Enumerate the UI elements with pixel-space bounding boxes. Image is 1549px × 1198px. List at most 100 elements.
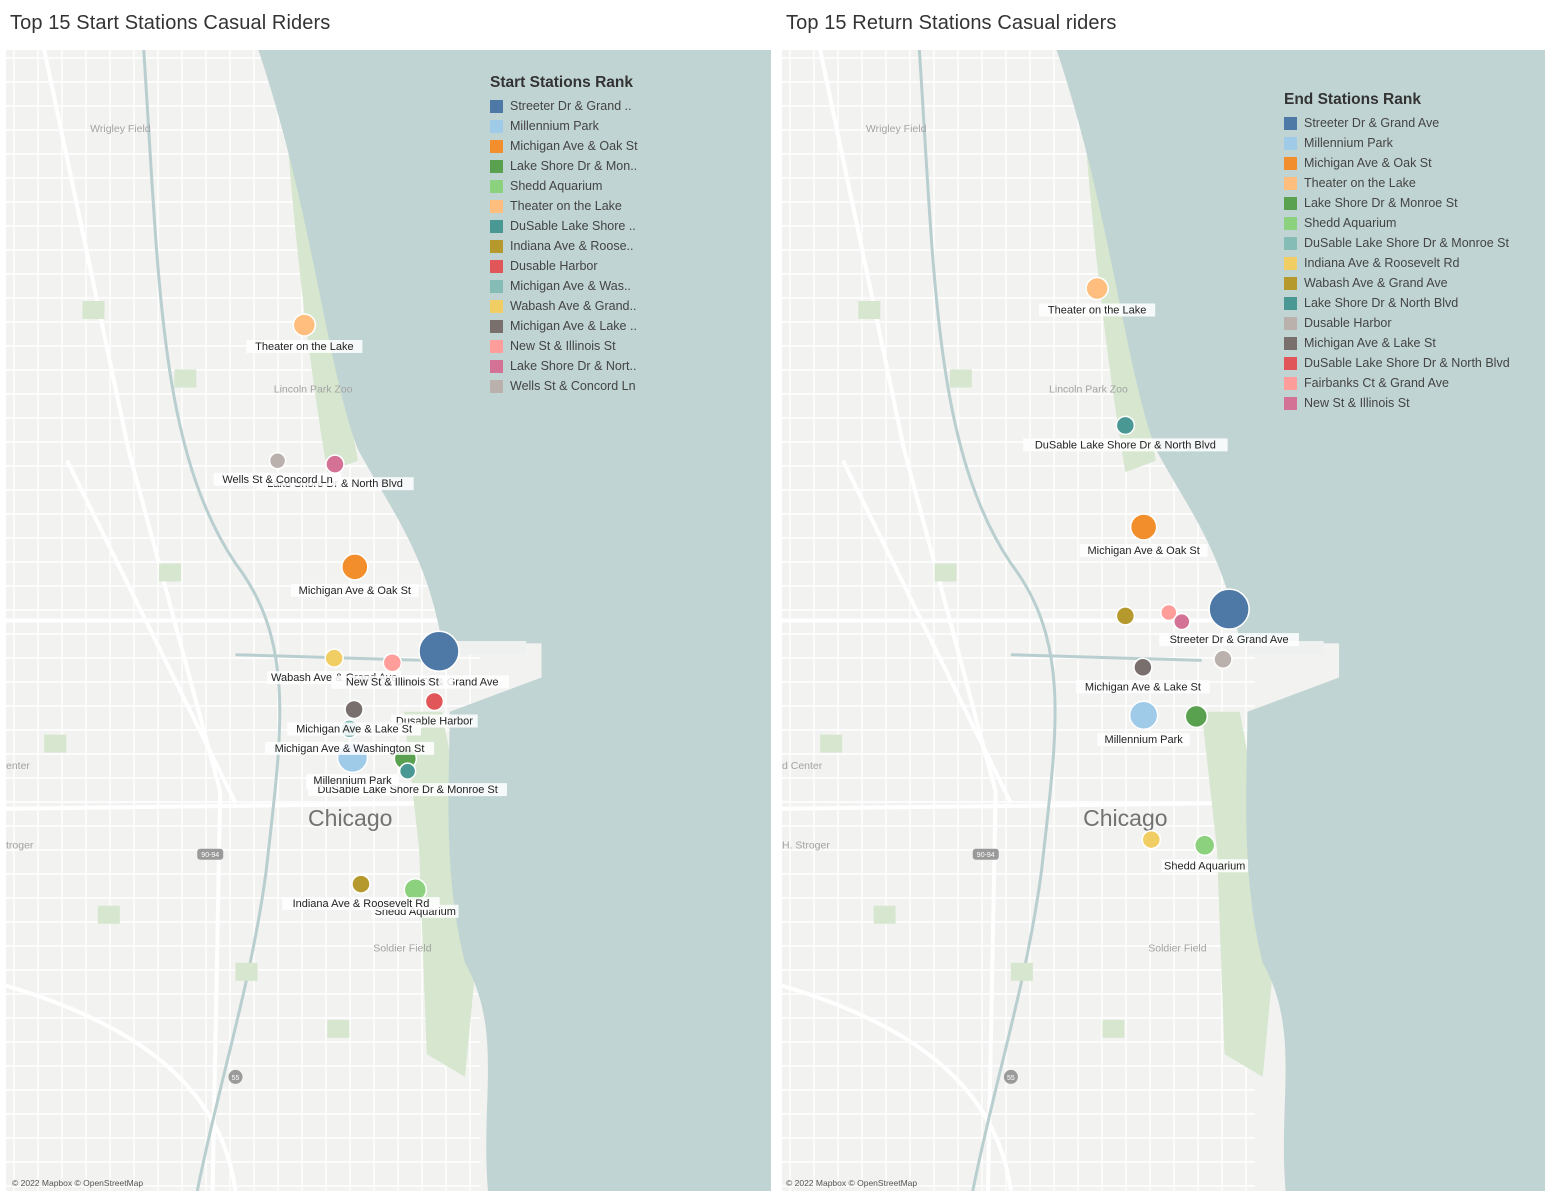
highway-shield: 55 bbox=[228, 1069, 243, 1084]
legend-item[interactable]: Lake Shore Dr & Mon.. bbox=[490, 156, 638, 176]
station-marker[interactable] bbox=[1213, 649, 1233, 670]
station-label: Michigan Ave & Lake St bbox=[1085, 681, 1201, 693]
station-marker[interactable] bbox=[1141, 829, 1162, 850]
label-bg bbox=[1159, 633, 1299, 647]
legend-item[interactable]: Lake Shore Dr & Nort.. bbox=[490, 356, 638, 376]
legend-item[interactable]: Wells St & Concord Ln bbox=[490, 376, 638, 396]
legend-swatch bbox=[1284, 136, 1297, 150]
station-marker[interactable] bbox=[418, 630, 460, 673]
legend-item[interactable]: Shedd Aquarium bbox=[1284, 213, 1510, 233]
station-marker[interactable] bbox=[1128, 700, 1159, 730]
place-label: Wrigley Field bbox=[866, 123, 927, 135]
legend-item[interactable]: Indiana Ave & Roosevelt Rd bbox=[1284, 253, 1510, 273]
return-stations-panel: Top 15 Return Stations Casual riders 90-… bbox=[776, 0, 1549, 1198]
station-marker[interactable] bbox=[1184, 704, 1209, 729]
legend-label: Wabash Ave & Grand Ave bbox=[1304, 276, 1448, 290]
label-bg bbox=[287, 722, 421, 736]
legend-label: Lake Shore Dr & Monroe St bbox=[1304, 196, 1458, 210]
legend-item[interactable]: Lake Shore Dr & North Blvd bbox=[1284, 293, 1510, 313]
legend-label: Shedd Aquarium bbox=[510, 179, 603, 193]
legend-item[interactable]: New St & Illinois St bbox=[1284, 393, 1510, 413]
station-marker[interactable] bbox=[1160, 603, 1178, 622]
legend-title: Start Stations Rank bbox=[490, 74, 633, 91]
station-marker[interactable] bbox=[1208, 588, 1250, 630]
station-marker[interactable] bbox=[1133, 657, 1153, 678]
station-label: Theater on the Lake bbox=[255, 341, 353, 353]
station-marker[interactable] bbox=[1173, 612, 1191, 631]
station-label: Michigan Ave & Washington St bbox=[275, 743, 425, 755]
legend-item[interactable]: Dusable Harbor bbox=[490, 256, 638, 276]
station-label: Wells St & Concord Ln bbox=[222, 474, 332, 486]
legend-item[interactable]: Lake Shore Dr & Monroe St bbox=[1284, 193, 1510, 213]
legend-item[interactable]: Michigan Ave & Was.. bbox=[490, 276, 638, 296]
legend-item[interactable]: Millennium Park bbox=[1284, 133, 1510, 153]
map-attribution[interactable]: © 2022 Mapbox © OpenStreetMap bbox=[12, 1178, 144, 1188]
legend-item[interactable]: Shedd Aquarium bbox=[490, 176, 638, 196]
station-marker[interactable] bbox=[325, 454, 345, 474]
legend-label: Dusable Harbor bbox=[1304, 316, 1392, 330]
legend-item[interactable]: Indiana Ave & Roose.. bbox=[490, 236, 638, 256]
station-marker[interactable] bbox=[1193, 834, 1216, 857]
legend-item[interactable]: Theater on the Lake bbox=[490, 196, 638, 216]
svg-text:55: 55 bbox=[1007, 1075, 1015, 1082]
station-marker[interactable] bbox=[424, 691, 445, 712]
legend-item[interactable]: Wabash Ave & Grand.. bbox=[490, 296, 638, 316]
station-marker[interactable] bbox=[268, 452, 287, 470]
label-bg bbox=[246, 339, 363, 353]
legend-item[interactable]: Michigan Ave & Lake St bbox=[1284, 333, 1510, 353]
station-markers: Streeter Dr & Grand Ave Millennium Park Mi… bbox=[1023, 276, 1299, 873]
place-label: Soldier Field bbox=[1148, 942, 1207, 954]
label-bg bbox=[282, 897, 440, 911]
legend-item[interactable]: Wabash Ave & Grand Ave bbox=[1284, 273, 1510, 293]
legend-label: Theater on the Lake bbox=[510, 199, 622, 213]
legend-swatch bbox=[490, 319, 503, 333]
legend-item[interactable]: New St & Illinois St bbox=[490, 336, 638, 356]
legend-item[interactable]: DuSable Lake Shore Dr & North Blvd bbox=[1284, 353, 1510, 373]
legend-item[interactable]: Michigan Ave & Oak St bbox=[1284, 153, 1510, 173]
legend-item[interactable]: Michigan Ave & Oak St bbox=[490, 136, 638, 156]
station-marker[interactable] bbox=[1115, 606, 1136, 626]
station-marker[interactable] bbox=[341, 553, 369, 581]
station-label: Shedd Aquarium bbox=[1164, 860, 1245, 872]
legend-swatch bbox=[1284, 276, 1297, 290]
legend-label: Shedd Aquarium bbox=[1304, 216, 1397, 230]
legend-item[interactable]: Millennium Park bbox=[490, 116, 638, 136]
legend-item[interactable]: Streeter Dr & Grand Ave bbox=[1284, 113, 1510, 133]
station-marker[interactable] bbox=[344, 699, 364, 720]
station-marker[interactable] bbox=[398, 762, 417, 780]
legend-swatch bbox=[490, 279, 503, 293]
legend-item[interactable]: Theater on the Lake bbox=[1284, 173, 1510, 193]
legend-item[interactable]: Dusable Harbor bbox=[1284, 313, 1510, 333]
legend-label: Michigan Ave & Was.. bbox=[510, 279, 631, 293]
legend-item[interactable]: DuSable Lake Shore .. bbox=[490, 216, 638, 236]
station-marker[interactable] bbox=[292, 313, 317, 337]
station-marker[interactable] bbox=[1129, 513, 1158, 541]
highway-shield: 90-94 bbox=[972, 848, 999, 860]
station-marker[interactable] bbox=[351, 874, 371, 894]
place-label: H. Stroger bbox=[782, 840, 830, 852]
station-marker[interactable] bbox=[324, 648, 344, 668]
legend-swatch bbox=[1284, 196, 1297, 210]
legend-item[interactable]: Michigan Ave & Lake .. bbox=[490, 316, 638, 336]
label-bg bbox=[290, 583, 419, 597]
legend-swatch bbox=[1284, 216, 1297, 230]
label-bg bbox=[331, 675, 454, 689]
legend-swatch bbox=[490, 299, 503, 313]
legend-item[interactable]: DuSable Lake Shore Dr & Monroe St bbox=[1284, 233, 1510, 253]
station-label: DuSable Lake Shore Dr & Monroe St bbox=[317, 784, 497, 796]
station-marker[interactable] bbox=[1115, 415, 1136, 436]
station-label: Indiana Ave & Roosevelt Rd bbox=[293, 898, 430, 910]
legend-swatch bbox=[1284, 296, 1297, 310]
legend-item[interactable]: Streeter Dr & Grand .. bbox=[490, 96, 638, 116]
legend-swatch bbox=[490, 379, 503, 393]
return-stations-map[interactable]: 90-94 55 Wrigley Field Lincoln Park Zoo Sold… bbox=[782, 50, 1545, 1191]
legend-label: Lake Shore Dr & Nort.. bbox=[510, 359, 637, 373]
start-stations-map[interactable]: 90-94 55 Wrigley Field Lincoln Park Zoo Sold… bbox=[6, 50, 771, 1191]
station-label: Streeter Dr & Grand Ave bbox=[1170, 634, 1289, 646]
return-stations-title: Top 15 Return Stations Casual riders bbox=[786, 12, 1117, 34]
map-attribution[interactable]: © 2022 Mapbox © OpenStreetMap bbox=[786, 1178, 918, 1188]
legend-item[interactable]: Fairbanks Ct & Grand Ave bbox=[1284, 373, 1510, 393]
station-marker[interactable] bbox=[382, 652, 403, 673]
station-marker[interactable] bbox=[1085, 276, 1109, 301]
legend-swatch bbox=[1284, 176, 1297, 190]
